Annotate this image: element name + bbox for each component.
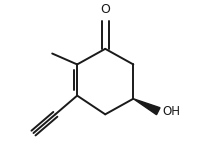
Text: O: O	[100, 3, 110, 16]
Text: OH: OH	[162, 105, 180, 118]
Polygon shape	[133, 99, 160, 115]
